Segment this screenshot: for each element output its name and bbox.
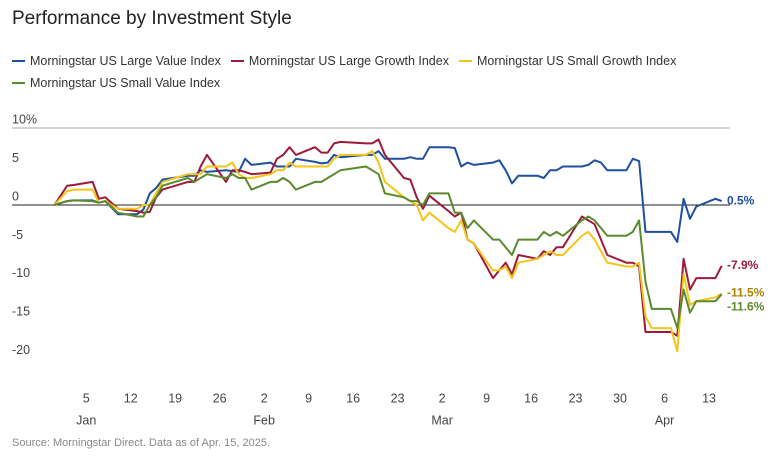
x-tick-label: 5 [83, 391, 90, 405]
legend-item: Morningstar US Small Growth Index [458, 50, 677, 72]
end-label: -7.9% [727, 258, 759, 272]
end-label: 0.5% [727, 193, 755, 207]
legend-label: Morningstar US Large Value Index [30, 54, 221, 68]
month-label: Apr [655, 413, 674, 427]
y-tick-label: 0 [12, 189, 19, 203]
series-line [53, 138, 723, 337]
x-tick-label: 23 [391, 391, 405, 405]
legend-label: Morningstar US Large Growth Index [248, 54, 449, 68]
x-tick-label: 30 [613, 391, 627, 405]
x-tick-label: 12 [124, 391, 138, 405]
chart: 10% 5 0 -5 -10 -15 -20 5 12 19 26 2 9 16 23 2 9 16 23 30 6 13… [12, 112, 765, 427]
x-tick-label: 9 [483, 391, 490, 405]
month-label: Jan [76, 413, 96, 427]
legend-item: Morningstar US Large Value Index [12, 50, 221, 72]
month-label: Feb [253, 413, 275, 427]
source-note: Source: Morningstar Direct. Data as of A… [12, 437, 271, 449]
y-tick-label: 10% [12, 112, 37, 126]
month-label: Mar [431, 413, 453, 427]
legend-label: Morningstar US Small Growth Index [476, 54, 677, 68]
y-tick-label: 5 [12, 151, 19, 165]
y-tick-label: -20 [12, 343, 30, 357]
legend-swatch [230, 60, 244, 62]
x-tick-label: 9 [305, 391, 312, 405]
legend-label: Morningstar US Small Value Index [30, 76, 221, 90]
y-tick-label: -5 [12, 228, 23, 242]
end-label: -11.6% [727, 300, 765, 314]
x-tick-label: 26 [213, 391, 227, 405]
x-tick-label: 16 [346, 391, 360, 405]
x-tick-label: 13 [702, 391, 716, 405]
x-tick-label: 2 [439, 391, 446, 405]
end-label: -11.5% [727, 286, 765, 300]
chart-title: Performance by Investment Style [12, 8, 292, 29]
x-tick-label: 16 [524, 391, 538, 405]
legend: Morningstar US Large Value Index Mornings… [12, 50, 772, 94]
legend-swatch [12, 82, 25, 84]
legend-item: Morningstar US Large Growth Index [230, 50, 449, 72]
x-tick-label: 6 [661, 391, 668, 405]
x-tick-label: 23 [569, 391, 583, 405]
x-tick-label: 19 [168, 391, 182, 405]
legend-item: Morningstar US Small Value Index [12, 72, 220, 94]
legend-swatch [12, 60, 25, 62]
y-tick-label: -15 [12, 305, 30, 319]
series-line [54, 165, 723, 330]
y-tick-label: -10 [12, 266, 30, 280]
legend-swatch [458, 60, 472, 62]
series-line [53, 150, 723, 353]
x-tick-label: 2 [261, 391, 268, 405]
